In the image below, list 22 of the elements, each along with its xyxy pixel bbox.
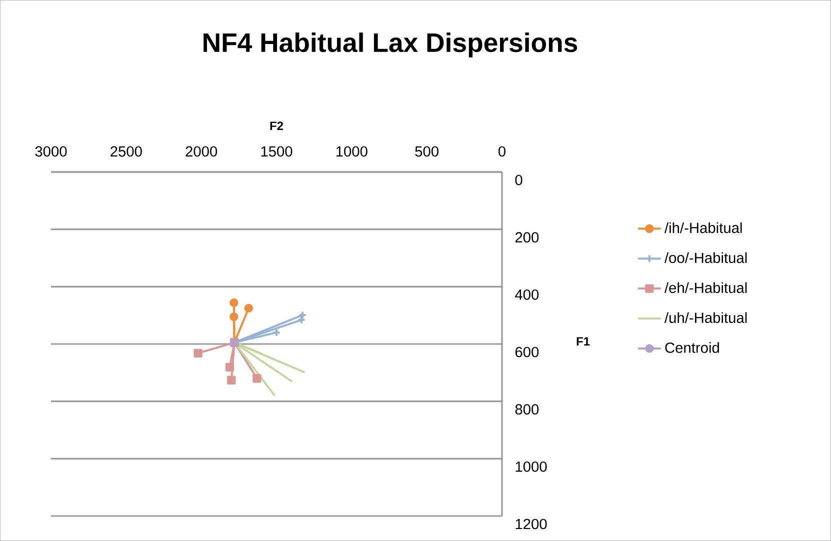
y-tick-label: 400 — [515, 289, 539, 300]
x-tick-label: 0 — [498, 146, 506, 157]
x-tick-label: 1000 — [336, 146, 368, 157]
legend-label: /ih/-Habitual — [664, 222, 742, 234]
x-tick-label: 1500 — [261, 146, 292, 157]
y-tick-label: 200 — [515, 232, 539, 243]
x-tick-label: 2500 — [110, 146, 142, 157]
y-tick-label: 0 — [515, 174, 522, 186]
y-tick-label: 1000 — [516, 461, 547, 472]
legend-label: /uh/-Habitual — [664, 312, 747, 323]
y-tick-label: 1200 — [516, 518, 547, 530]
y-axis-title: F1 — [576, 337, 590, 346]
x-axis-title: F2 — [270, 122, 284, 130]
x-tick-label: 2000 — [186, 146, 218, 157]
legend-label: /oo/-Habitual — [664, 252, 747, 264]
x-tick-label: 500 — [415, 146, 438, 157]
x-tick-label: 3000 — [35, 146, 67, 157]
legend-label: Centroid — [665, 342, 719, 353]
chart-title: NF4 Habitual Lax Dispersions — [204, 32, 578, 58]
y-tick-label: 800 — [515, 404, 539, 415]
y-tick-label: 600 — [515, 346, 539, 358]
legend-label: /eh/-Habitual — [664, 282, 747, 294]
